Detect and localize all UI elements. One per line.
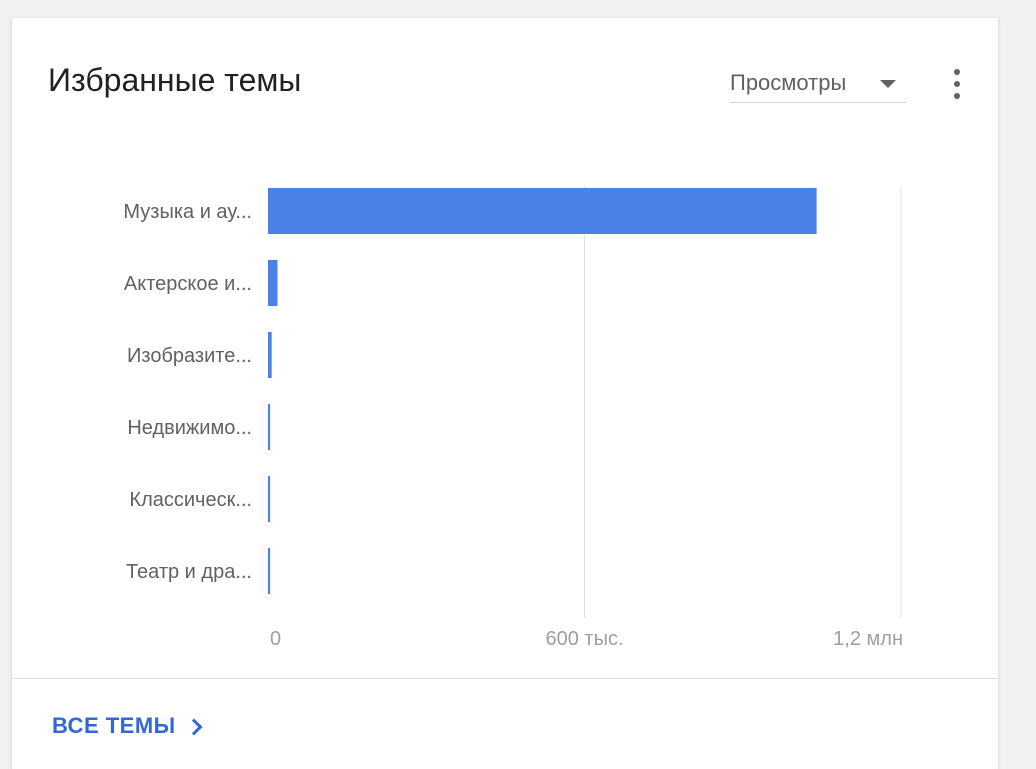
category-label: Изобразите...: [127, 345, 252, 367]
bar[interactable]: [268, 332, 272, 378]
card-divider: [12, 678, 998, 679]
chevron-right-icon: [185, 718, 203, 735]
bar[interactable]: [268, 476, 271, 522]
metric-dropdown-value: Просмотры: [730, 70, 847, 95]
more-vert-icon-dot: [954, 93, 960, 99]
card-title: Избранные темы: [48, 62, 302, 98]
favorite-topics-card: Избранные темы Просмотры 0 600 тыс. 1,2 мл…: [12, 18, 998, 769]
bar-chart: 0 600 тыс. 1,2 млн Музыка и ау... Актерское …: [12, 18, 998, 678]
bar-chart-svg: 0 600 тыс. 1,2 млн Музыка и ау... Актерское …: [123, 186, 903, 650]
all-topics-label: ВСЕ ТЕМЫ: [52, 713, 176, 738]
more-vert-icon: [954, 69, 960, 75]
bar[interactable]: [268, 188, 817, 234]
all-topics-link[interactable]: ВСЕ ТЕМЫ: [52, 708, 203, 744]
more-vert-icon-dot: [954, 81, 960, 87]
category-label: Музыка и ау...: [123, 201, 252, 223]
more-options-button[interactable]: [942, 64, 972, 104]
x-tick-label: 600 тыс.: [545, 628, 623, 650]
category-label: Недвижимо...: [127, 417, 252, 439]
bar[interactable]: [268, 260, 278, 306]
x-tick-label: 1,2 млн: [833, 628, 903, 650]
bar[interactable]: [268, 404, 271, 450]
category-label: Актерское и...: [124, 273, 252, 295]
metric-dropdown[interactable]: Просмотры: [730, 68, 906, 103]
category-label: Классическ...: [129, 489, 252, 511]
x-tick-label: 0: [270, 628, 281, 650]
caret-down-icon: [880, 80, 896, 88]
category-label: Театр и дра...: [126, 561, 252, 583]
bar[interactable]: [268, 548, 271, 594]
